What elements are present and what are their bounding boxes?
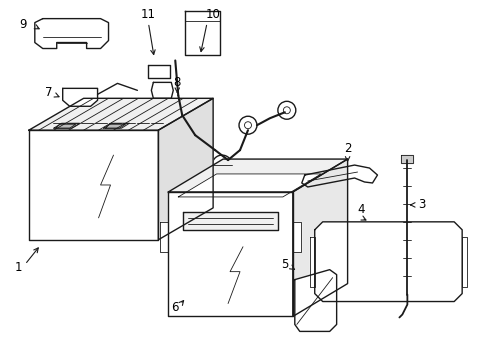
Circle shape bbox=[318, 295, 326, 304]
Circle shape bbox=[157, 69, 162, 74]
Polygon shape bbox=[309, 237, 314, 287]
Text: 8: 8 bbox=[173, 76, 181, 89]
Circle shape bbox=[158, 86, 166, 94]
Polygon shape bbox=[183, 212, 277, 230]
Circle shape bbox=[327, 237, 341, 251]
Polygon shape bbox=[401, 155, 412, 163]
Circle shape bbox=[283, 107, 290, 114]
Circle shape bbox=[305, 307, 314, 316]
Circle shape bbox=[277, 101, 295, 119]
Text: 6: 6 bbox=[171, 301, 179, 314]
Circle shape bbox=[78, 94, 83, 100]
Polygon shape bbox=[292, 222, 300, 252]
Polygon shape bbox=[148, 66, 170, 78]
Polygon shape bbox=[314, 222, 461, 302]
Circle shape bbox=[327, 270, 341, 284]
Polygon shape bbox=[29, 98, 213, 130]
Text: 10: 10 bbox=[205, 8, 220, 21]
Circle shape bbox=[318, 285, 326, 294]
Text: 1: 1 bbox=[15, 261, 22, 274]
Polygon shape bbox=[103, 123, 129, 128]
Circle shape bbox=[244, 122, 251, 129]
Text: 2: 2 bbox=[343, 141, 351, 155]
Circle shape bbox=[239, 116, 256, 134]
Circle shape bbox=[416, 270, 430, 284]
Circle shape bbox=[447, 255, 456, 265]
Polygon shape bbox=[461, 237, 466, 287]
Circle shape bbox=[318, 307, 326, 316]
Polygon shape bbox=[185, 11, 220, 55]
Polygon shape bbox=[301, 165, 377, 187]
Polygon shape bbox=[292, 159, 347, 316]
Circle shape bbox=[305, 295, 314, 304]
Polygon shape bbox=[62, 88, 98, 106]
Circle shape bbox=[357, 270, 371, 284]
Circle shape bbox=[212, 155, 232, 175]
Circle shape bbox=[357, 237, 371, 251]
Circle shape bbox=[305, 285, 314, 294]
Circle shape bbox=[218, 161, 225, 169]
Polygon shape bbox=[158, 98, 213, 240]
Polygon shape bbox=[294, 270, 336, 332]
Text: 7: 7 bbox=[45, 86, 52, 99]
Text: 9: 9 bbox=[19, 18, 26, 31]
Polygon shape bbox=[168, 159, 347, 192]
Circle shape bbox=[75, 91, 86, 103]
Text: 5: 5 bbox=[281, 258, 288, 271]
Polygon shape bbox=[35, 19, 108, 49]
Text: 3: 3 bbox=[418, 198, 425, 211]
Circle shape bbox=[386, 237, 401, 251]
Polygon shape bbox=[168, 192, 292, 316]
Polygon shape bbox=[178, 174, 321, 197]
Polygon shape bbox=[54, 123, 80, 128]
Polygon shape bbox=[105, 124, 125, 128]
Text: 11: 11 bbox=[141, 8, 156, 21]
Polygon shape bbox=[151, 82, 173, 98]
Polygon shape bbox=[56, 124, 76, 128]
Polygon shape bbox=[160, 222, 168, 252]
Circle shape bbox=[154, 67, 164, 76]
Text: 4: 4 bbox=[357, 203, 365, 216]
Circle shape bbox=[386, 270, 401, 284]
Polygon shape bbox=[29, 130, 158, 240]
Circle shape bbox=[416, 237, 430, 251]
